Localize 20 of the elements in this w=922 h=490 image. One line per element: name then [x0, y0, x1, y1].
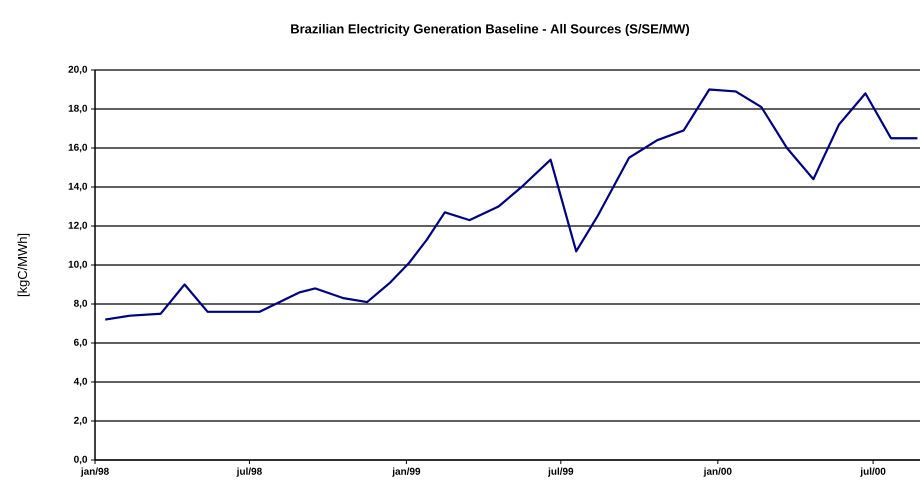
y-axis-title: [kgC/MWh]: [18, 234, 30, 296]
y-tick-label: 14,0: [68, 182, 88, 192]
y-tick-label: 6,0: [74, 338, 88, 348]
y-tick-label: 20,0: [68, 66, 88, 74]
y-tick-label: 2,0: [74, 416, 88, 426]
chart-title: Brazilian Electricity Generation Baseline - All Sources (S/SE/MW): [291, 24, 690, 36]
x-tick-label: jul/99: [548, 468, 574, 477]
y-tick-label: 12,0: [68, 222, 88, 230]
x-tick-label: jan/99: [392, 468, 420, 477]
x-tick-label: jan/00: [704, 468, 732, 477]
x-tick-label: jan/98: [80, 468, 109, 477]
y-tick-label: 4,0: [74, 378, 88, 386]
y-tick-label: 16,0: [68, 144, 88, 152]
y-tick-label: 0,0: [74, 456, 88, 464]
x-tick-label: jul/98: [236, 468, 262, 477]
y-tick-label: 10,0: [68, 260, 88, 270]
x-tick-label: jul/00: [860, 468, 886, 477]
y-tick-label: 18,0: [68, 104, 88, 114]
line-series: [104, 88, 919, 321]
y-tick-label: 8,0: [74, 300, 88, 308]
